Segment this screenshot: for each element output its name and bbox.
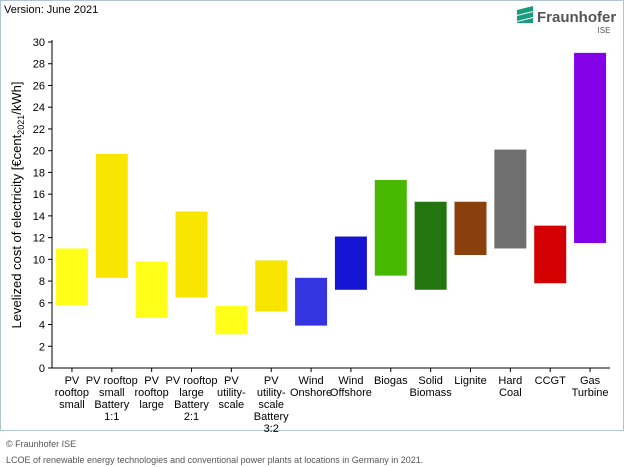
x-tick-line: Biogas — [374, 375, 408, 387]
x-tick-line: scale — [258, 399, 284, 411]
y-tick-label: 26 — [33, 80, 45, 92]
x-tick-line: Turbine — [572, 387, 609, 399]
x-tick-line: Lignite — [454, 375, 486, 387]
x-tick-line: PV — [144, 375, 159, 387]
y-axis-label: Levelized cost of electricity [€cent2021… — [9, 82, 26, 329]
x-tick-line: Gas — [580, 375, 601, 387]
bar — [55, 248, 88, 305]
bar — [534, 225, 567, 284]
x-tick-line: Biomass — [410, 387, 453, 399]
y-label-text: Levelized cost of electricity [€cent — [9, 134, 24, 328]
y-label-sub: 2021 — [16, 115, 26, 135]
y-tick-label: 4 — [39, 320, 45, 332]
bar — [334, 236, 367, 290]
x-tick-line: scale — [219, 399, 245, 411]
x-tick-line: rooftop — [135, 387, 169, 399]
x-tick-label: Wind Onshore — [290, 375, 332, 399]
bar — [255, 260, 288, 312]
x-tick-line: Hard — [498, 375, 522, 387]
x-tick-label: PV rooftop small — [55, 375, 89, 411]
y-tick-label: 14 — [33, 211, 45, 223]
x-tick-line: PV rooftop — [166, 375, 218, 387]
x-tick-line: utility- — [217, 387, 246, 399]
bar — [295, 277, 328, 326]
x-tick-label: Biogas — [374, 375, 408, 387]
x-tick-label: Lignite — [454, 375, 486, 387]
bar — [135, 261, 168, 319]
y-tick-label: 8 — [39, 276, 45, 288]
bar — [454, 201, 487, 255]
x-tick-line: Battery — [174, 399, 209, 411]
x-tick-line: Wind — [299, 375, 324, 387]
x-tick-line: Battery — [254, 411, 289, 423]
bar — [494, 149, 527, 249]
x-tick-line: utility- — [257, 387, 286, 399]
x-tick-label: PV utility-scale Battery 3:2 — [254, 375, 289, 435]
x-tick-line: 1:1 — [104, 411, 119, 423]
caption: LCOE of renewable energy technologies an… — [6, 455, 423, 465]
x-tick-label: PV utility-scale — [217, 375, 246, 411]
x-tick-line: small — [99, 387, 125, 399]
logo-name: Fraunhofer — [537, 9, 616, 26]
x-tick-line: PV rooftop — [86, 375, 138, 387]
x-tick-line: rooftop — [55, 387, 89, 399]
y-tick-label: 16 — [33, 189, 45, 201]
x-tick-line: large — [139, 399, 163, 411]
frame — [0, 0, 624, 431]
y-tick-label: 22 — [33, 124, 45, 136]
x-tick-line: large — [179, 387, 203, 399]
y-tick-label: 18 — [33, 167, 45, 179]
x-tick-line: Battery — [94, 399, 129, 411]
x-tick-line: PV — [65, 375, 80, 387]
x-tick-line: PV — [224, 375, 239, 387]
x-tick-label: PV rooftop small Battery 1:1 — [86, 375, 138, 423]
x-tick-line: 2:1 — [184, 411, 199, 423]
bar — [414, 201, 447, 290]
logo: Fraunhofer ISE — [517, 6, 616, 35]
x-tick-label: Gas Turbine — [572, 375, 609, 399]
version: Version: June 2021 — [4, 4, 98, 16]
y-tick-label: 6 — [39, 298, 45, 310]
x-tick-label: CCGT — [535, 375, 566, 387]
y-label-text: /kWh] — [9, 82, 24, 115]
x-tick-line: Offshore — [330, 387, 372, 399]
bar — [374, 180, 407, 276]
y-tick-label: 10 — [33, 254, 45, 266]
x-tick-line: PV — [264, 375, 279, 387]
x-tick-line: small — [59, 399, 85, 411]
y-tick-label: 2 — [39, 341, 45, 353]
x-tick-label: Solid Biomass — [410, 375, 453, 399]
y-tick-label: 20 — [33, 146, 45, 158]
y-tick-label: 12 — [33, 233, 45, 245]
x-tick-line: 3:2 — [264, 423, 279, 435]
y-tick-label: 24 — [33, 102, 45, 114]
bar — [175, 211, 208, 298]
x-tick-line: Coal — [499, 387, 522, 399]
y-tick-label: 0 — [39, 363, 45, 375]
logo-icon — [517, 6, 533, 23]
logo-unit: ISE — [598, 26, 611, 35]
bar — [95, 153, 128, 278]
x-tick-label: Wind Offshore — [330, 375, 372, 399]
x-tick-line: Onshore — [290, 387, 332, 399]
bar — [215, 306, 248, 335]
bar — [574, 52, 607, 244]
copyright: © Fraunhofer ISE — [6, 439, 76, 449]
x-tick-line: CCGT — [535, 375, 566, 387]
x-tick-line: Solid — [418, 375, 442, 387]
x-tick-line: Wind — [338, 375, 363, 387]
x-tick-label: PV rooftop large Battery 2:1 — [166, 375, 218, 423]
y-tick-label: 28 — [33, 59, 45, 71]
x-tick-label: PV rooftop large — [135, 375, 169, 411]
y-tick-label: 30 — [33, 37, 45, 49]
x-tick-label: Hard Coal — [498, 375, 522, 399]
